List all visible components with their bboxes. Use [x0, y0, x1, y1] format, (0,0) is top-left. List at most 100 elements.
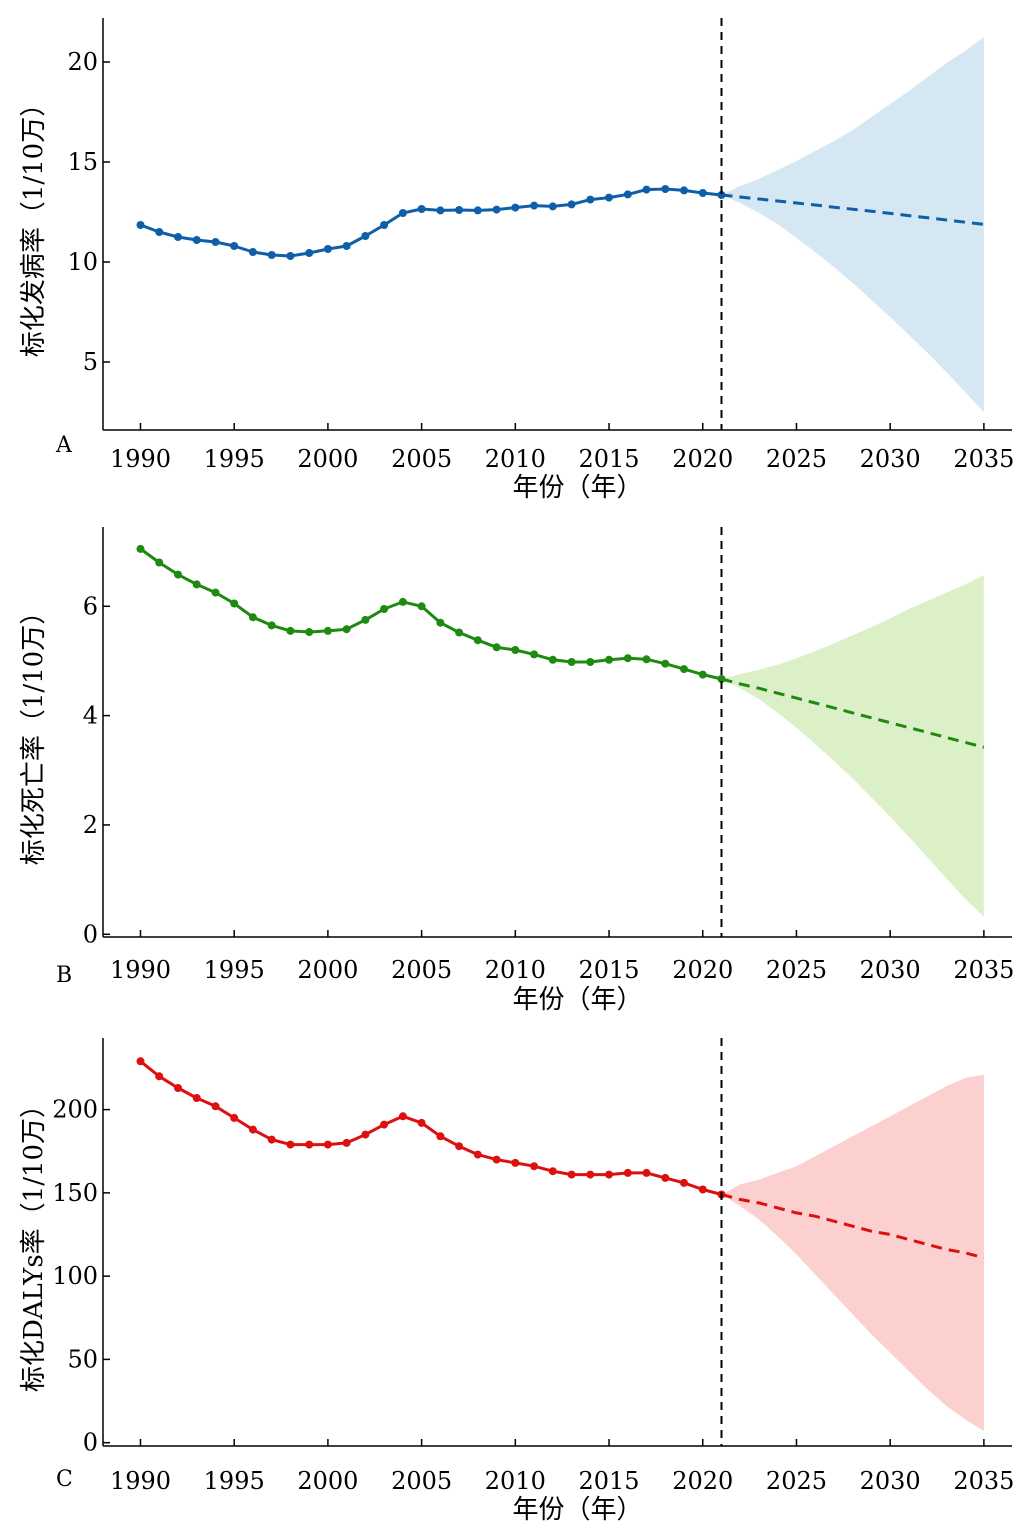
data-point [136, 221, 145, 229]
y-tick-label: 2 [83, 811, 98, 839]
data-point [398, 209, 407, 217]
x-tick-label: 2000 [297, 1467, 358, 1495]
data-point [174, 233, 182, 241]
confidence-band [721, 575, 984, 917]
forecast-line [721, 1193, 985, 1260]
data-point [642, 185, 651, 194]
observed-line [139, 1060, 722, 1196]
y-tick-label: 0 [83, 920, 98, 948]
data-point [455, 628, 464, 637]
data-point [436, 618, 445, 627]
data-point [661, 659, 670, 668]
y-tick-label: 15 [67, 148, 98, 176]
data-point [286, 252, 295, 260]
x-tick-label: 2005 [391, 1467, 452, 1495]
x-tick-label: 2035 [953, 1467, 1014, 1495]
data-point [511, 646, 520, 654]
data-point [623, 654, 632, 663]
data-point [267, 621, 276, 630]
data-point [211, 588, 220, 597]
data-point [380, 605, 389, 613]
y-tick-label: 200 [52, 1096, 98, 1124]
data-point [661, 1173, 670, 1182]
data-point [511, 203, 520, 212]
x-tick-label: 2010 [485, 1467, 546, 1495]
y-tick-label: 50 [67, 1345, 98, 1373]
y-tick-label: 5 [83, 348, 98, 376]
data-point [323, 626, 332, 635]
data-point [267, 251, 276, 259]
forecast-line [721, 677, 985, 749]
data-point [586, 1170, 595, 1179]
data-point [230, 242, 239, 250]
forecast-line [721, 193, 985, 226]
chart-panel-c: 1990 1995 2000 2005 2010 2015 2020 2025 2030 2035… [19, 1038, 1014, 1525]
data-point [680, 1178, 688, 1187]
panel-label: C [56, 1467, 73, 1492]
data-point [586, 195, 595, 204]
data-point [548, 655, 557, 664]
x-tick-label: 1990 [110, 1467, 171, 1495]
data-point [305, 1140, 314, 1149]
data-point [680, 665, 688, 674]
data-point [398, 597, 407, 606]
x-tick-label: 1990 [110, 956, 171, 984]
data-point [155, 558, 164, 567]
data-point [492, 205, 501, 214]
data-point [230, 1113, 239, 1122]
x-tick-label: 2010 [485, 445, 546, 473]
y-axis-title: 标化死亡率（1/10万） [19, 599, 49, 865]
data-point [530, 1162, 539, 1171]
data-point [473, 206, 482, 215]
data-point [323, 245, 332, 253]
data-point [530, 650, 539, 659]
x-axis-title: 年份（年） [512, 473, 642, 503]
confidence-band [721, 37, 984, 412]
data-point [174, 1084, 182, 1092]
confidence-band [721, 1074, 984, 1431]
data-point [548, 1167, 557, 1176]
x-tick-label: 2030 [860, 956, 921, 984]
data-point [605, 655, 613, 664]
x-tick-label: 2035 [953, 445, 1014, 473]
data-point [567, 200, 576, 209]
data-point [136, 544, 145, 553]
data-point [211, 238, 220, 246]
data-point [492, 1155, 501, 1164]
data-point [567, 658, 576, 666]
x-tick-label: 2015 [579, 1467, 640, 1495]
data-point [305, 628, 314, 636]
y-tick-label: 10 [67, 248, 98, 276]
data-point [567, 1170, 576, 1179]
x-tick-label: 2030 [860, 1467, 921, 1495]
data-point [698, 1185, 707, 1194]
data-point [717, 191, 726, 199]
data-point [342, 242, 351, 250]
data-point [511, 1158, 520, 1167]
data-point [136, 1057, 145, 1066]
data-point [548, 202, 557, 211]
chart-panel-a: 1990 1995 2000 2005 2010 2015 2020 2025 2030 2035… [19, 18, 1014, 503]
data-point [698, 670, 707, 679]
x-tick-label: 2015 [579, 445, 640, 473]
data-point [455, 1142, 464, 1151]
panel-label: B [56, 963, 72, 988]
x-tick-label: 2020 [672, 956, 733, 984]
x-tick-label: 2010 [485, 956, 546, 984]
data-point [398, 1112, 407, 1121]
observed-line [139, 547, 722, 681]
data-point [417, 602, 426, 611]
x-tick-label: 2015 [579, 956, 640, 984]
data-point [286, 1140, 295, 1149]
data-point [192, 580, 201, 589]
data-point [605, 193, 613, 202]
data-point [417, 205, 426, 213]
x-axis-title: 年份（年） [512, 1495, 642, 1525]
data-point [623, 190, 632, 199]
y-tick-label: 4 [83, 702, 98, 730]
data-point [623, 1168, 632, 1177]
x-tick-label: 2020 [672, 1467, 733, 1495]
y-axis-title: 标化发病率（1/10万） [19, 91, 49, 357]
data-point [380, 221, 389, 229]
